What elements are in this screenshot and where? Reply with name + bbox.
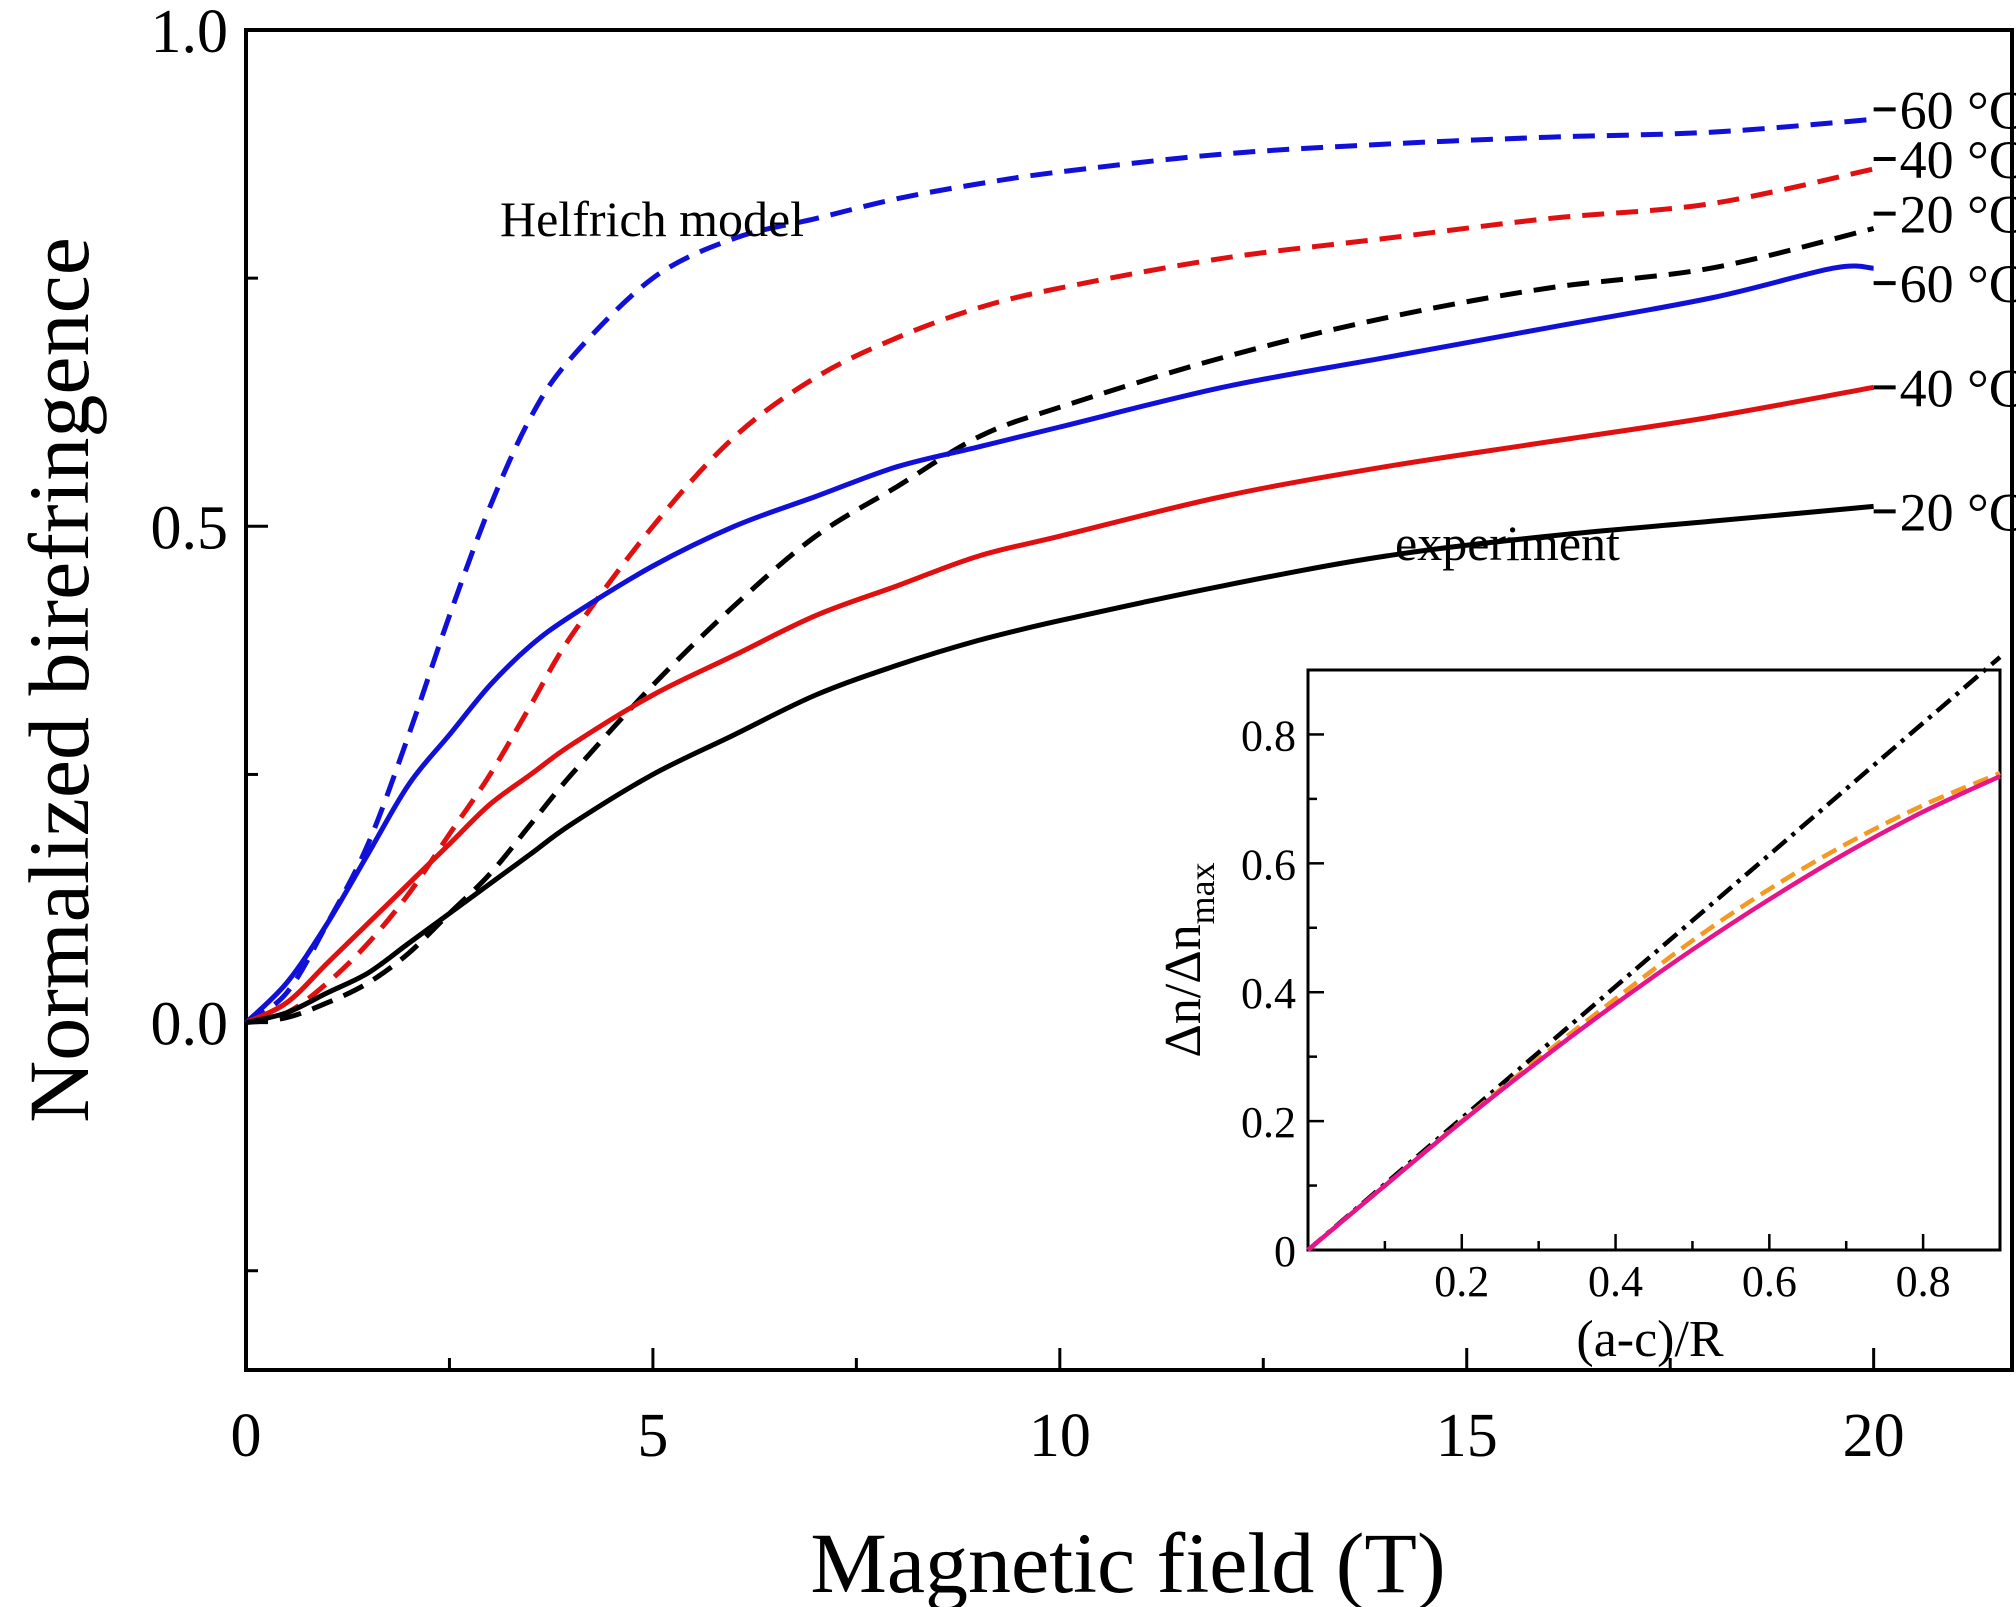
- inset-y-axis-title-main: Δn/Δn: [1155, 924, 1212, 1057]
- main-plot-frame: [244, 28, 2014, 1372]
- curve-label: 20 °C: [1900, 185, 2016, 245]
- series-line-experiment-20c: [245, 503, 1874, 1026]
- curve-label: 20 °C: [1900, 482, 2016, 542]
- x-tick-label: 20: [1843, 1402, 1905, 1470]
- annotation-helfrich: Helfrich model: [500, 191, 804, 247]
- x-tick-label: 0: [231, 1402, 262, 1470]
- inset-y-tick-label: 0: [1274, 1227, 1296, 1276]
- inset-x-axis-title: (a-c)/R: [1576, 1311, 1724, 1368]
- inset-frame: [1306, 668, 2002, 1252]
- inset-axis-ticks: 0.2 0.4 0.6 0.8 0 0.2 0.4 0.6 0.8: [1241, 668, 2002, 1306]
- series-line-model-20c: [245, 226, 1875, 1026]
- inset-x-tick-label: 0.4: [1588, 1257, 1643, 1306]
- inset-x-tick-label: 0.2: [1434, 1257, 1489, 1306]
- curve-label: 60 °C: [1900, 254, 2016, 314]
- curve-label: 60 °C: [1900, 80, 2016, 140]
- inset-y-tick-label: 0.2: [1241, 1098, 1296, 1147]
- series-line-model-60c: [244, 116, 1874, 1025]
- x-tick-label: 10: [1029, 1402, 1091, 1470]
- inset-x-tick-label: 0.8: [1896, 1257, 1951, 1306]
- y-tick-label: 0.0: [151, 991, 229, 1059]
- inset-series: [1306, 655, 2002, 1252]
- curve-labels: 60 °C40 °C20 °C60 °C40 °C20 °C: [1873, 80, 2016, 542]
- series-line-experiment-60c: [244, 263, 1874, 1025]
- inset-series-line-dashed: [1306, 771, 2001, 1252]
- inset-y-tick-label: 0.8: [1241, 711, 1296, 760]
- y-tick-label: 0.5: [151, 494, 229, 562]
- y-axis-title: Normalized birefringence: [11, 237, 107, 1123]
- inset-y-axis-title: Δn/Δnmax: [1155, 862, 1222, 1057]
- inset-y-tick-label: 0.6: [1241, 840, 1296, 889]
- inset-series-line-solid: [1306, 774, 2001, 1252]
- main-series: [244, 116, 1875, 1026]
- curve-label: 40 °C: [1900, 130, 2016, 190]
- x-tick-label: 5: [637, 1402, 668, 1470]
- x-tick-label: 15: [1436, 1402, 1498, 1470]
- x-axis-title: Magnetic field (T): [810, 1515, 1445, 1607]
- annotation-experiment: experiment: [1395, 515, 1620, 571]
- inset-y-axis-title-subscript: max: [1182, 862, 1222, 924]
- series-line-experiment-40c: [244, 384, 1875, 1025]
- inset-x-tick-label: 0.6: [1742, 1257, 1797, 1306]
- main-axis-ticks: 0 5 10 15 20 0.0 0.5 1.0: [151, 0, 1905, 1470]
- inset-y-tick-label: 0.4: [1241, 969, 1296, 1018]
- series-line-model-40c: [245, 166, 1875, 1026]
- y-tick-label: 1.0: [151, 0, 229, 66]
- curve-label: 40 °C: [1900, 358, 2016, 418]
